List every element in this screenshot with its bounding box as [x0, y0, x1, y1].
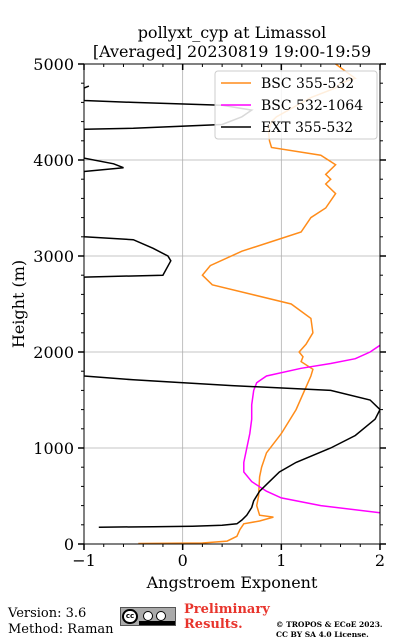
y-tick-label: 0 [64, 535, 74, 554]
x-tick-label: −1 [72, 551, 96, 570]
x-tick-label: 1 [276, 551, 286, 570]
y-tick-label: 5000 [33, 55, 74, 74]
y-tick-label: 2000 [33, 343, 74, 362]
sa-icon [156, 611, 166, 621]
badge-strip [139, 621, 175, 625]
cc-logo-text: cc [124, 611, 136, 622]
license-line-2: CC BY SA 4.0 License. [276, 629, 369, 639]
x-tick-label: 2 [375, 551, 385, 570]
footer-info: Version: 3.6 Method: Raman [8, 606, 114, 638]
license-line-1: © TROPOS & ECoE 2023. [276, 620, 383, 629]
x-tick-label: 0 [178, 551, 188, 570]
y-tick-label: 3000 [33, 247, 74, 266]
chart-subtitle: [Averaged] 20230819 19:00-19:59 [93, 42, 371, 61]
series-line-3 [84, 85, 380, 528]
preliminary-notice: Preliminary Results. [184, 602, 270, 632]
chart-title: pollyxt_cyp at Limassol [138, 23, 327, 42]
legend-label-1: BSC 355-532 [261, 76, 354, 92]
license-text: © TROPOS & ECoE 2023. CC BY SA 4.0 Licen… [276, 620, 383, 639]
series-line-2 [243, 344, 380, 514]
series-line-1 [138, 64, 357, 544]
version-text: Version: 3.6 [8, 606, 87, 621]
x-axis-label: Angstroem Exponent [146, 573, 318, 592]
legend-label-3: EXT 355-532 [261, 120, 353, 136]
y-tick-label: 1000 [33, 439, 74, 458]
cc-license-badge: cc [120, 607, 176, 626]
legend-label-2: BSC 532-1064 [261, 98, 363, 114]
preliminary-line-1: Preliminary [184, 602, 270, 617]
y-axis-label: Height (m) [9, 260, 28, 348]
legend: BSC 355-532 BSC 532-1064 EXT 355-532 [214, 70, 378, 140]
preliminary-line-2: Results. [184, 617, 243, 632]
plot-frame [83, 63, 381, 545]
legend-box [214, 70, 378, 140]
y-tick-label: 4000 [33, 151, 74, 170]
by-icon [143, 611, 153, 621]
method-text: Method: Raman [8, 622, 114, 637]
